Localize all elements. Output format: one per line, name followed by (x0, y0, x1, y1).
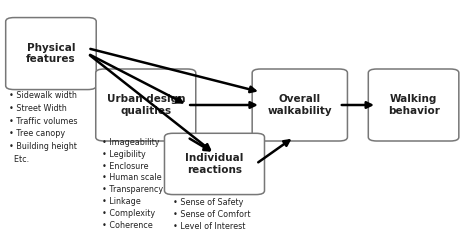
FancyBboxPatch shape (6, 18, 96, 90)
Text: • Street Width: • Street Width (9, 104, 67, 113)
Text: Individual
reactions: Individual reactions (185, 153, 244, 175)
Text: • Coherence: • Coherence (102, 221, 153, 229)
Text: Walking
behavior: Walking behavior (388, 94, 439, 116)
Text: • Linkage: • Linkage (102, 197, 141, 206)
Text: • Enclosure: • Enclosure (102, 162, 148, 171)
Text: • Human scale: • Human scale (102, 173, 162, 182)
Text: • Building height: • Building height (9, 142, 77, 151)
Text: Overall
walkability: Overall walkability (267, 94, 332, 116)
Text: • Sense of Safety: • Sense of Safety (173, 198, 243, 207)
Text: • Complexity: • Complexity (102, 209, 155, 218)
Text: • Sidewalk width: • Sidewalk width (9, 91, 77, 100)
Text: • Imageability: • Imageability (102, 138, 159, 147)
Text: Etc.: Etc. (9, 155, 29, 164)
Text: • Transparency: • Transparency (102, 185, 163, 194)
Text: Physical
features: Physical features (26, 43, 76, 64)
Text: • Sense of Comfort: • Sense of Comfort (173, 210, 251, 219)
FancyBboxPatch shape (164, 133, 264, 195)
Text: • Level of Interest: • Level of Interest (173, 222, 246, 231)
FancyBboxPatch shape (96, 69, 196, 141)
Text: • Traffic volumes: • Traffic volumes (9, 117, 78, 126)
FancyBboxPatch shape (252, 69, 347, 141)
FancyBboxPatch shape (368, 69, 459, 141)
Text: • Legibility: • Legibility (102, 150, 146, 159)
Text: Urban design
qualities: Urban design qualities (107, 94, 185, 116)
Text: • Tree canopy: • Tree canopy (9, 129, 65, 138)
